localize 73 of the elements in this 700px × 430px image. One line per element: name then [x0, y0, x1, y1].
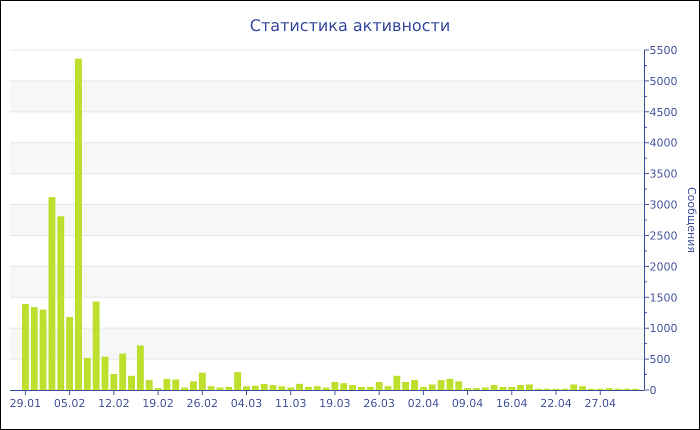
x-tick-label: 05.02	[54, 397, 86, 410]
bar	[30, 307, 38, 390]
bar	[163, 378, 170, 390]
x-tick-label: 02.04	[408, 397, 440, 410]
bar	[208, 386, 215, 390]
bar	[146, 380, 153, 390]
bar	[340, 383, 348, 390]
bar	[128, 376, 135, 390]
bar	[428, 384, 436, 390]
bar	[102, 356, 108, 390]
bar	[136, 345, 144, 390]
y-tick-label: 1000	[646, 322, 678, 336]
bar	[358, 386, 365, 390]
y-tick-label: 2000	[646, 260, 678, 274]
bar	[198, 372, 206, 390]
y-tick-label: 5500	[646, 44, 678, 57]
bar	[304, 386, 312, 390]
bar	[490, 385, 498, 390]
bar	[270, 385, 276, 390]
x-tick-label: 26.02	[186, 397, 218, 410]
bar	[57, 216, 64, 390]
y-tick-label: 3500	[646, 168, 678, 181]
bar	[172, 379, 180, 390]
x-tick-label: 16.04	[496, 397, 528, 410]
bar	[500, 386, 506, 390]
y-tick-label: 4500	[646, 106, 678, 119]
y-axis-title: Сообщения	[685, 186, 698, 254]
x-tick-label: 19.03	[319, 397, 351, 410]
bar	[92, 302, 100, 390]
bar	[243, 386, 250, 390]
y-tick-label: 5000	[646, 74, 678, 88]
bar	[349, 385, 356, 390]
x-tick-label: 27.04	[584, 397, 616, 410]
bar	[526, 384, 533, 390]
x-tick-label: 09.04	[452, 397, 484, 410]
chart-title: Статистика активности	[250, 16, 450, 35]
bar	[438, 380, 444, 390]
bar	[384, 386, 392, 390]
bar	[190, 381, 197, 390]
bar	[296, 384, 303, 390]
bar	[508, 386, 516, 390]
y-tick-label: 0	[646, 384, 656, 397]
bar	[376, 382, 383, 390]
x-tick-label: 12.02	[98, 397, 130, 410]
bar	[278, 386, 286, 390]
bar	[455, 381, 462, 390]
bar	[366, 386, 374, 390]
x-tick-label: 22.04	[540, 397, 572, 410]
bar	[331, 382, 338, 390]
x-tick-label: 19.02	[142, 397, 174, 410]
bar	[48, 197, 56, 390]
bar	[420, 386, 427, 390]
x-tick-label: 04.03	[230, 397, 262, 410]
y-tick-label: 3000	[646, 198, 678, 212]
bar	[66, 317, 74, 390]
bar	[411, 380, 418, 390]
bar	[84, 358, 91, 390]
y-tick-label: 4000	[646, 136, 678, 150]
bar	[517, 385, 524, 390]
y-tick-label: 1500	[646, 291, 678, 304]
bar	[570, 384, 578, 390]
bar	[234, 372, 242, 390]
bar	[579, 386, 586, 390]
x-tick-label: 29.01	[10, 397, 42, 410]
x-tick-label: 11.03	[274, 397, 306, 410]
y-tick-label: 2500	[646, 229, 678, 242]
bar	[75, 58, 82, 390]
x-tick-label: 26.03	[363, 397, 395, 410]
bar	[225, 386, 232, 390]
bar	[22, 304, 29, 390]
bar	[446, 378, 454, 390]
bar	[40, 310, 47, 390]
y-tick-label: 500	[646, 353, 670, 366]
